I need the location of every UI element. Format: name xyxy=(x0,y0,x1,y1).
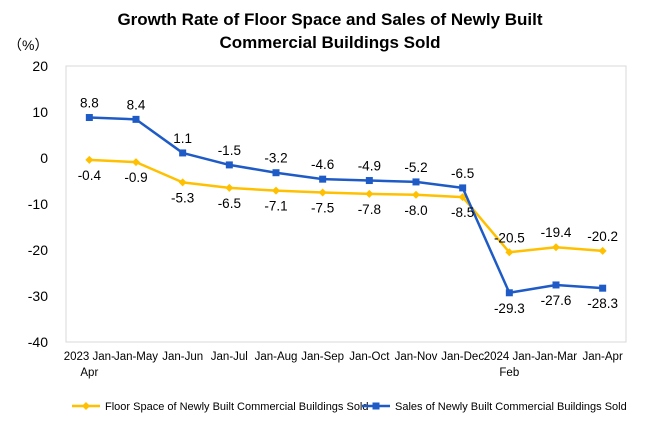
series-2-point xyxy=(412,178,420,186)
x-tick-label-line: Apr xyxy=(80,367,98,379)
data-label: -19.4 xyxy=(541,225,572,240)
data-label: -28.3 xyxy=(587,296,618,311)
series-line-2 xyxy=(89,116,603,295)
data-label: -20.2 xyxy=(587,229,618,244)
series-1-point xyxy=(178,178,187,187)
x-tick-label-line: Jan-Jul xyxy=(211,351,248,363)
legend-swatch-marker xyxy=(82,402,90,410)
series-2-point xyxy=(365,177,373,185)
series-2-point xyxy=(85,114,93,122)
plot-border xyxy=(65,65,627,343)
data-label: -4.6 xyxy=(311,157,334,172)
y-tick-label: 0 xyxy=(40,150,48,166)
data-label: 8.8 xyxy=(80,96,99,111)
x-axis-ticks: 2023 Jan- Apr Jan-May Jan-Jun Jan-Jul Jan-Aug… xyxy=(64,351,623,379)
y-tick-label: 10 xyxy=(32,104,48,120)
series-1-point xyxy=(318,188,327,197)
x-tick-label: Jan-May xyxy=(114,351,158,363)
x-tick-label-line: 2023 Jan- xyxy=(64,351,115,363)
x-tick-label: Jan-Oct xyxy=(349,351,390,363)
data-label: -0.9 xyxy=(124,170,147,185)
series-1-point xyxy=(598,246,607,255)
series-line-1 xyxy=(89,158,603,254)
y-tick-label: -30 xyxy=(28,288,48,304)
series-2-point xyxy=(319,175,327,183)
x-tick-label-line: Jan-Oct xyxy=(349,351,390,363)
series-2-point xyxy=(225,161,233,169)
legend-label: Floor Space of Newly Built Commercial Bu… xyxy=(105,401,369,413)
series-1-point xyxy=(365,189,374,198)
series-1-point xyxy=(272,186,280,195)
x-tick-label-line: Jan-Jun xyxy=(162,351,203,363)
x-tick-label: Jan-Jun xyxy=(162,351,203,363)
y-axis-ticks: 20 10 0 -10 -20 -30 -40 xyxy=(28,58,48,350)
legend-swatch-marker xyxy=(372,402,380,410)
x-tick-label: 2023 Jan- Apr xyxy=(64,351,115,379)
x-tick-label: Jan-Nov xyxy=(395,351,438,363)
data-label: -6.5 xyxy=(218,196,241,211)
series-2-point xyxy=(552,281,560,289)
data-label: -3.2 xyxy=(264,151,287,166)
data-label: -5.2 xyxy=(404,160,427,175)
y-tick-label: 20 xyxy=(32,58,48,74)
x-tick-label-line: Feb xyxy=(499,367,519,379)
series-1-point xyxy=(132,158,140,167)
data-label: -7.1 xyxy=(264,199,287,214)
data-label: -8.0 xyxy=(404,203,427,218)
series-1-point xyxy=(85,155,94,164)
series-2-point xyxy=(599,284,607,292)
x-tick-label-line: Jan-Aug xyxy=(255,351,298,363)
series-1-point xyxy=(412,190,420,199)
data-label: -4.9 xyxy=(358,159,381,174)
data-label: 1.1 xyxy=(173,131,192,146)
data-label: -20.5 xyxy=(494,230,525,245)
series-1-point xyxy=(225,183,234,192)
data-label: -7.5 xyxy=(311,201,334,216)
x-tick-label: Jan-Jul xyxy=(211,351,248,363)
series-1-point xyxy=(552,243,560,252)
series-1-point xyxy=(505,248,514,257)
x-tick-label: Jan-Aug xyxy=(255,351,298,363)
series-2-point xyxy=(459,184,467,192)
legend: Floor Space of Newly Built Commercial Bu… xyxy=(72,401,627,413)
data-label: -29.3 xyxy=(494,301,525,316)
data-label: -0.4 xyxy=(78,168,102,183)
data-label: -8.5 xyxy=(451,205,474,220)
y-tick-label: -20 xyxy=(28,242,48,258)
x-tick-label-line: Jan-Dec xyxy=(441,351,484,363)
x-tick-label: Jan-Dec xyxy=(441,351,484,363)
legend-label: Sales of Newly Built Commercial Building… xyxy=(395,401,627,413)
data-label: 8.4 xyxy=(127,97,146,112)
chart-title-line-2: Commercial Buildings Sold xyxy=(219,33,440,52)
data-label: -1.5 xyxy=(218,143,241,158)
data-labels: -0.4 -0.9 -5.3 -6.5 -7.1 -7.5 -7.8 -8.0 -8.5 -20.… xyxy=(78,96,618,316)
x-tick-label-line: Jan-May xyxy=(114,351,158,363)
x-tick-label-line: Jan-Apr xyxy=(583,351,623,363)
y-tick-label: -10 xyxy=(28,196,48,212)
x-tick-label: Jan-Sep xyxy=(301,351,344,363)
series-2-point xyxy=(272,169,280,177)
series-layer xyxy=(85,114,607,297)
plot-area xyxy=(65,65,627,343)
data-label: -27.6 xyxy=(541,293,572,308)
y-tick-label: -40 xyxy=(28,334,48,350)
x-tick-label-line: Jan-Nov xyxy=(395,351,438,363)
series-2-point xyxy=(179,149,187,157)
data-label: -7.8 xyxy=(358,202,381,217)
series-2-point xyxy=(505,289,513,297)
x-tick-label-line: Jan-Sep xyxy=(301,351,344,363)
data-label: -6.5 xyxy=(451,166,474,181)
chart-title-line-1: Growth Rate of Floor Space and Sales of … xyxy=(117,10,542,29)
x-tick-label-line: 2024 Jan- xyxy=(484,351,535,363)
series-2-point xyxy=(132,115,140,123)
x-tick-label-line: Jan-Mar xyxy=(535,351,577,363)
x-tick-label: Jan-Mar xyxy=(535,351,577,363)
y-unit-label: （%） xyxy=(8,37,48,53)
x-tick-label: 2024 Jan- Feb xyxy=(484,351,535,379)
x-tick-label: Jan-Apr xyxy=(583,351,623,363)
data-label: -5.3 xyxy=(171,190,194,205)
